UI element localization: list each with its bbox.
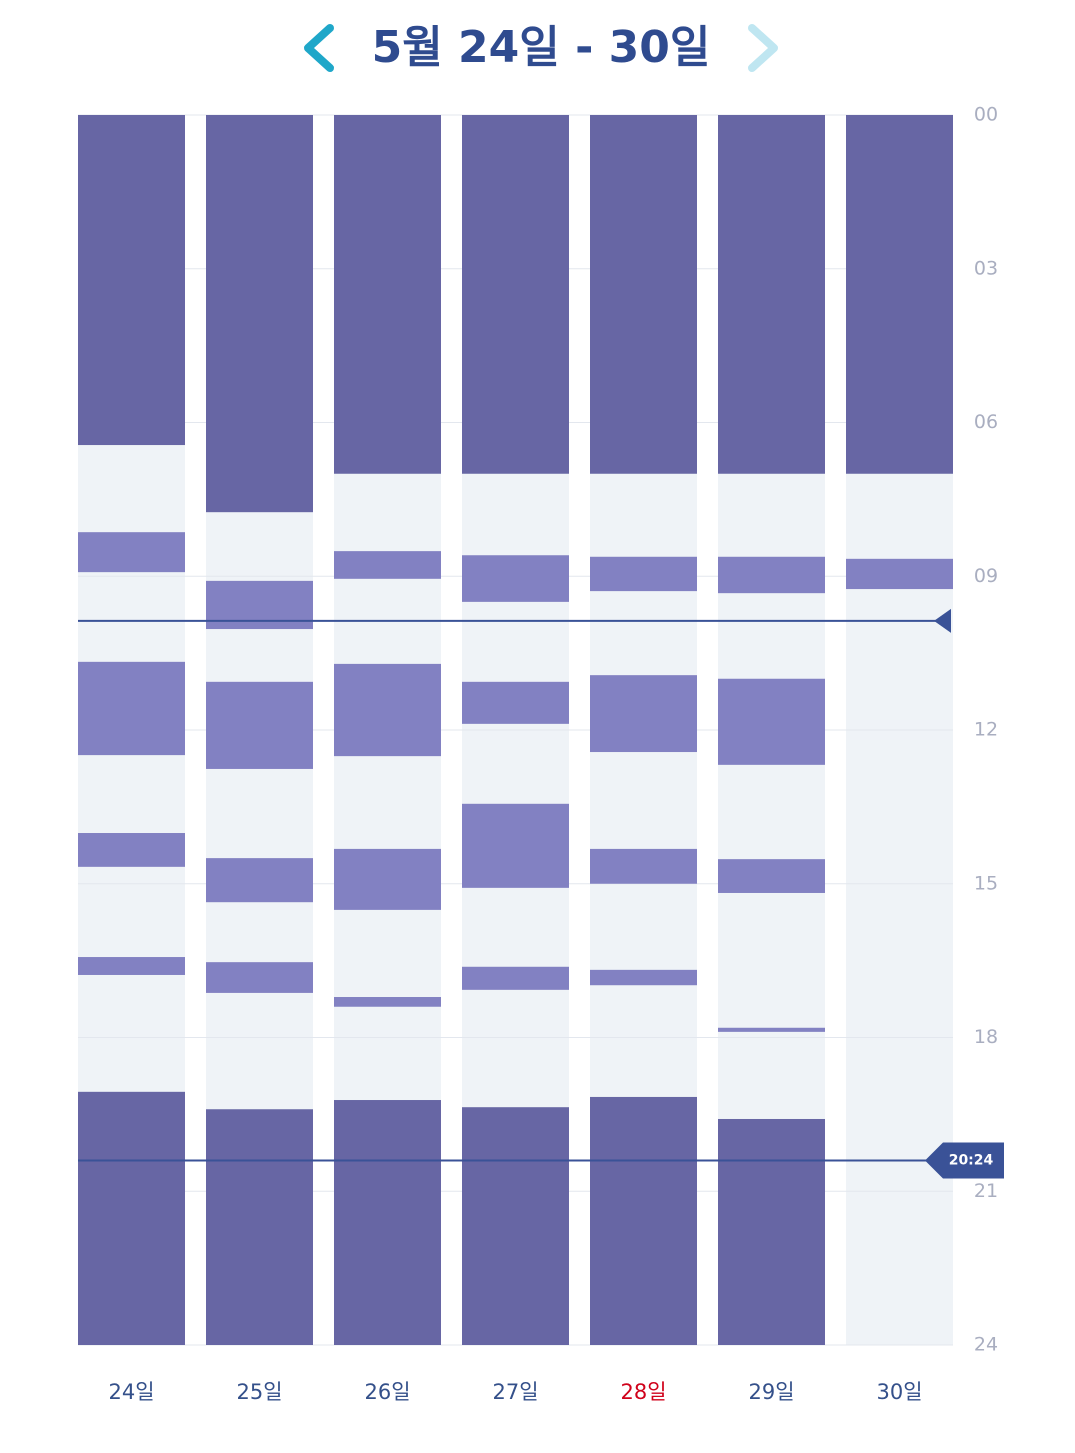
segment	[206, 1109, 313, 1345]
segment	[334, 551, 441, 579]
segment	[78, 1091, 185, 1345]
segment	[462, 966, 569, 990]
x-tick-label: 25일	[236, 1380, 282, 1404]
segment	[718, 115, 825, 474]
segment	[206, 858, 313, 903]
segment	[590, 848, 697, 884]
segment	[78, 532, 185, 573]
x-tick-label: 28일	[620, 1380, 666, 1404]
x-tick-label: 29일	[748, 1380, 794, 1404]
x-tick-label: 30일	[876, 1380, 922, 1404]
chart-title: 5월 24일 - 30일	[372, 22, 711, 73]
segment	[334, 1100, 441, 1345]
y-tick-label: 15	[974, 872, 998, 894]
segment	[78, 833, 185, 867]
x-tick-label: 27일	[492, 1380, 538, 1404]
x-tick-label: 26일	[364, 1380, 410, 1404]
segment	[334, 115, 441, 474]
segment	[590, 556, 697, 592]
segment	[846, 115, 953, 474]
segment	[718, 1118, 825, 1345]
segment	[718, 678, 825, 765]
next-button[interactable]	[748, 24, 778, 72]
prev-button[interactable]	[304, 24, 334, 72]
segment	[206, 115, 313, 513]
segment	[590, 1096, 697, 1345]
marker-tag	[925, 1142, 1004, 1179]
marker-label: 20:24	[949, 1153, 994, 1169]
y-tick-label: 18	[974, 1026, 998, 1048]
segment	[462, 681, 569, 724]
segment	[718, 556, 825, 594]
segment	[78, 661, 185, 756]
segment	[334, 848, 441, 910]
segment	[462, 803, 569, 888]
segment	[590, 969, 697, 986]
segment	[334, 997, 441, 1007]
segment	[462, 115, 569, 474]
segment	[718, 1027, 825, 1032]
segment	[462, 555, 569, 602]
y-tick-label: 09	[974, 565, 998, 587]
segment	[206, 681, 313, 769]
segment	[334, 663, 441, 757]
segment	[462, 1107, 569, 1345]
segment	[78, 115, 185, 446]
segment	[78, 957, 185, 975]
y-tick-label: 03	[974, 257, 998, 279]
y-tick-label: 21	[974, 1180, 998, 1202]
segment	[718, 859, 825, 893]
y-tick-label: 12	[974, 719, 998, 741]
segment	[846, 558, 953, 590]
x-tick-label: 24일	[108, 1380, 154, 1404]
y-tick-label: 24	[974, 1334, 998, 1356]
y-tick-label: 00	[974, 104, 998, 126]
segment	[590, 115, 697, 474]
segment	[590, 675, 697, 753]
marker-pointer	[934, 608, 951, 633]
segment	[206, 962, 313, 993]
y-tick-label: 06	[974, 411, 998, 433]
